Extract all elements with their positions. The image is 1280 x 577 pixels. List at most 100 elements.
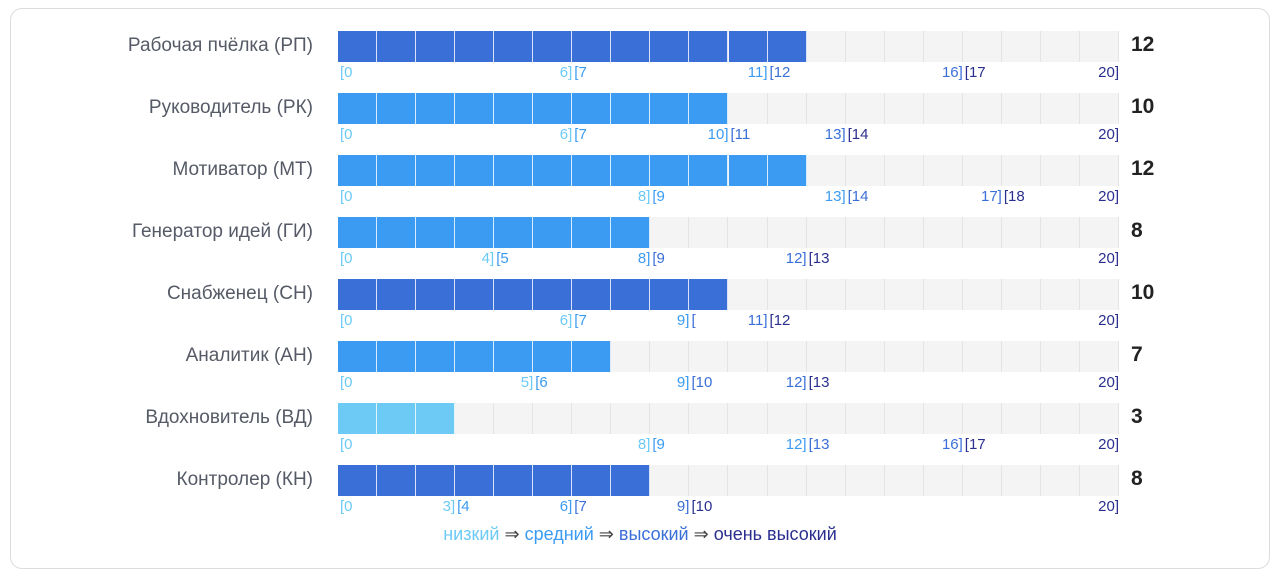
empty-segment: [1002, 465, 1041, 496]
row-label: Руководитель (РК): [148, 97, 313, 118]
empty-segment: [885, 217, 924, 248]
score-value: 12: [1131, 157, 1155, 180]
empty-segment: [885, 465, 924, 496]
empty-segment: [650, 465, 690, 496]
empty-segment: [885, 341, 924, 372]
scale-tick-label: 11]: [747, 312, 768, 329]
bar-segment: [455, 279, 495, 310]
score-value: 3: [1131, 405, 1143, 428]
empty-segment: [768, 93, 807, 124]
empty-segment: [729, 465, 768, 496]
empty-segment: [1080, 465, 1119, 496]
legend-very-high: очень высокий: [713, 524, 837, 544]
empty-segment: [768, 403, 807, 434]
empty-segment: [1080, 279, 1119, 310]
empty-segment: [807, 93, 846, 124]
scale-tick-label: 6]: [559, 126, 573, 143]
scale-tick-label: [4: [457, 498, 470, 515]
row-label: Снабженец (СН): [166, 283, 313, 304]
empty-segment: [689, 217, 729, 248]
scale-tick-label: 20]: [1098, 250, 1119, 267]
bar-segment: [572, 465, 612, 496]
empty-segment: [924, 217, 963, 248]
bar-track: [338, 93, 1119, 124]
empty-segment: [1041, 403, 1080, 434]
empty-segment: [924, 403, 963, 434]
scale-tick-label: [13: [808, 374, 830, 391]
empty-segment: [846, 93, 885, 124]
empty-segment: [1080, 31, 1119, 62]
empty-segment: [1002, 31, 1041, 62]
scale-tick-label: [7: [574, 312, 587, 329]
bar-segment: [533, 465, 573, 496]
empty-segment: [1041, 31, 1080, 62]
bar-segment: [416, 341, 456, 372]
bar-segment: [494, 341, 534, 372]
bar-track: [338, 31, 1119, 62]
scale-tick-label: 8]: [637, 436, 651, 453]
bar-segment: [533, 341, 573, 372]
scale-tick-label: [: [691, 312, 696, 329]
scale-tick-label: 9]: [676, 498, 690, 515]
empty-segment: [1041, 93, 1080, 124]
bar-segment: [572, 31, 612, 62]
scale-tick-label: [13: [808, 250, 830, 267]
score-value: 10: [1131, 95, 1155, 118]
empty-segment: [1080, 217, 1119, 248]
scale-tick-label: 16]: [941, 64, 963, 81]
score-value: 8: [1131, 467, 1143, 490]
empty-segment: [1080, 155, 1119, 186]
scale-tick-label: [11: [730, 126, 751, 143]
scale-tick-label: 20]: [1098, 374, 1119, 391]
scale-tick-label: [0: [340, 250, 353, 267]
empty-segment: [807, 465, 846, 496]
empty-segment: [650, 341, 690, 372]
bar-segment: [533, 155, 573, 186]
row-label: Аналитик (АН): [185, 345, 313, 366]
bar-segment: [377, 341, 417, 372]
bar-segment: [338, 155, 378, 186]
empty-segment: [729, 93, 768, 124]
scale-tick-label: 6]: [559, 312, 573, 329]
empty-segment: [1041, 465, 1080, 496]
empty-segment: [689, 341, 729, 372]
bar-segment: [455, 31, 495, 62]
empty-segment: [572, 403, 612, 434]
legend-high: высокий: [618, 524, 689, 544]
empty-segment: [533, 403, 573, 434]
bar-segment: [338, 341, 378, 372]
bar-segment: [611, 217, 651, 248]
scale-tick-label: 11]: [747, 64, 768, 81]
bar-track: [338, 217, 1119, 248]
empty-segment: [807, 217, 846, 248]
empty-segment: [846, 341, 885, 372]
legend-low: низкий: [443, 524, 500, 544]
empty-segment: [768, 465, 807, 496]
scale-tick-label: [0: [340, 188, 353, 205]
scale-tick-label: [10: [691, 374, 713, 391]
row-label: Мотиватор (МТ): [172, 159, 313, 180]
empty-segment: [807, 341, 846, 372]
score-value: 10: [1131, 281, 1155, 304]
score-value: 7: [1131, 343, 1143, 366]
bar-track: [338, 341, 1119, 372]
scale-tick-label: 20]: [1098, 126, 1119, 143]
scale-tick-label: [14: [847, 188, 869, 205]
bar-segment: [572, 93, 612, 124]
empty-segment: [650, 403, 690, 434]
bar-segment: [767, 155, 807, 186]
scale-tick-label: [9: [652, 436, 665, 453]
bar-segment: [650, 93, 690, 124]
bar-segment: [689, 155, 729, 186]
bar-segment: [494, 93, 534, 124]
bar-segment: [377, 465, 417, 496]
empty-segment: [768, 279, 807, 310]
scale-tick-label: [0: [340, 312, 353, 329]
empty-segment: [1080, 403, 1119, 434]
scale-tick-label: 16]: [941, 436, 963, 453]
row-label: Рабочая пчёлка (РП): [127, 35, 313, 56]
empty-segment: [963, 93, 1002, 124]
bar-segment: [572, 155, 612, 186]
scale-tick-label: 12]: [785, 374, 807, 391]
empty-segment: [963, 217, 1002, 248]
